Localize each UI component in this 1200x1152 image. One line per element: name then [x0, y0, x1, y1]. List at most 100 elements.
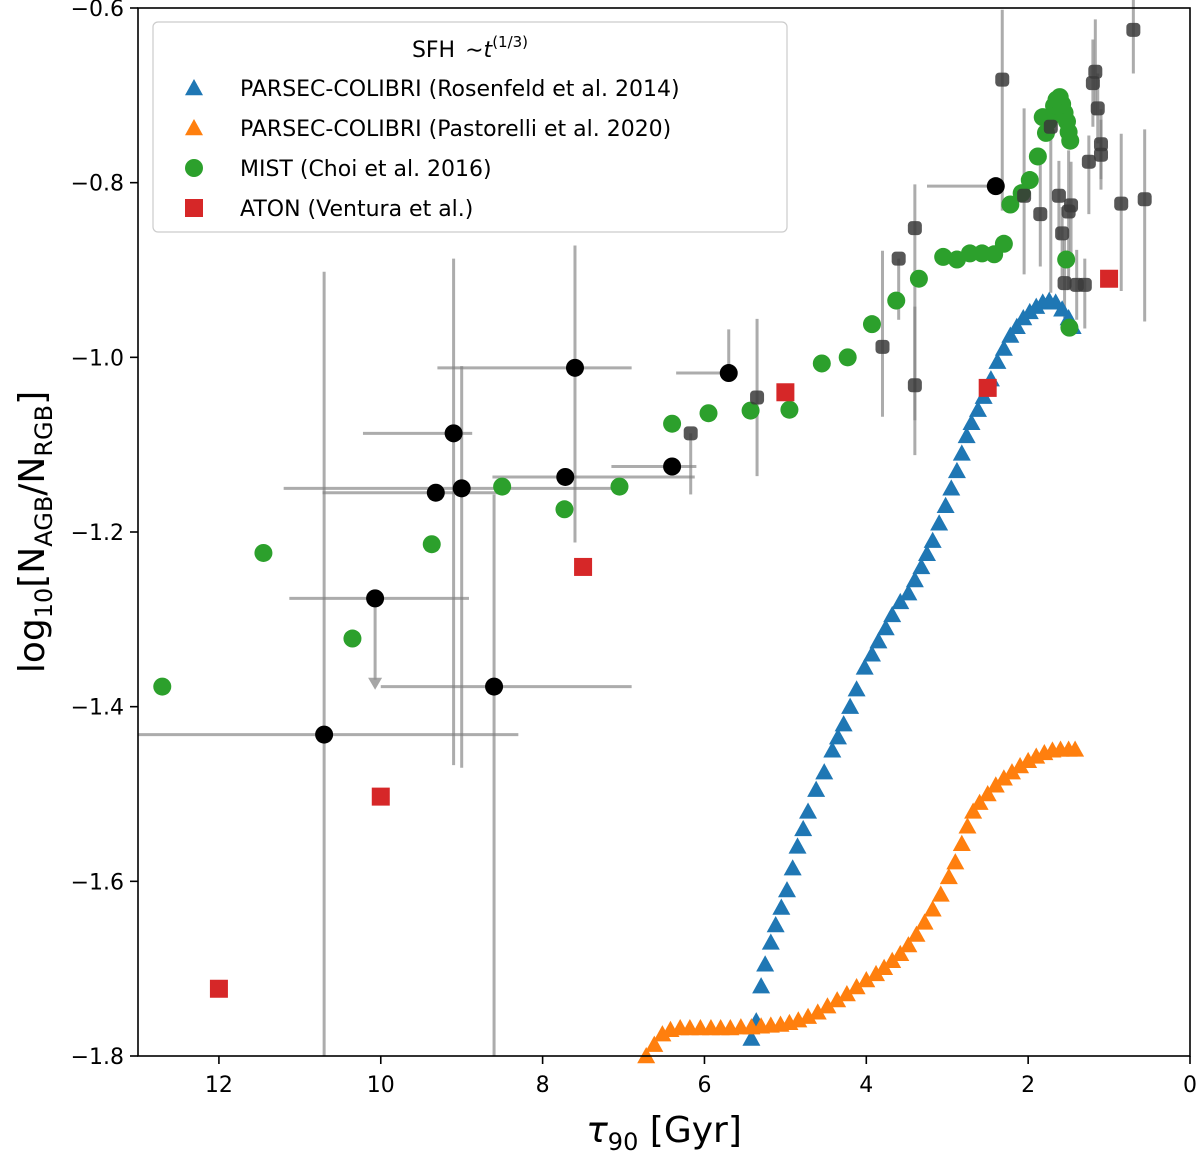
- observation-gray-point: [1085, 76, 1100, 91]
- parsec-point: [930, 514, 949, 531]
- observation-gray-point: [891, 251, 906, 266]
- mist-point: [153, 677, 172, 696]
- aton-point: [574, 557, 593, 576]
- x-axis: 12 10 8 6 4 2 0: [205, 1056, 1197, 1098]
- observation-gray-point: [907, 221, 922, 236]
- parsec-point: [837, 984, 856, 1002]
- parsec-point: [847, 680, 866, 697]
- parsec-point: [958, 817, 977, 834]
- y-axis-label-open: [: [12, 574, 53, 588]
- parsec-point: [942, 479, 961, 496]
- observation-gray-point: [1017, 188, 1032, 203]
- observation-black-point: [719, 364, 738, 383]
- mist-point: [343, 629, 362, 648]
- mist-point: [663, 414, 682, 433]
- mist-point: [610, 477, 629, 496]
- y-tick-label: −1.2: [71, 521, 124, 546]
- y-axis: −1.8 −1.6 −1.4 −1.2 −1.0 −0.8 −0.6: [71, 0, 138, 1070]
- observation-gray-point: [683, 426, 698, 441]
- observation-gray-point: [1137, 192, 1152, 207]
- legend: SFH ∼t(1/3) PARSEC-COLIBRI (Rosenfeld et …: [152, 21, 788, 233]
- observation-gray-point: [1077, 277, 1092, 292]
- parsec-point: [828, 991, 847, 1008]
- observation-gray-point: [1114, 196, 1129, 211]
- mist-point: [741, 401, 760, 420]
- legend-title-main: SFH: [412, 38, 455, 63]
- observation-gray-point: [1057, 276, 1072, 291]
- observation-black-point: [426, 483, 445, 502]
- parsec-point: [915, 913, 934, 930]
- parsec-point: [778, 881, 797, 898]
- parsec-point: [952, 444, 971, 461]
- observation-gray-point: [875, 339, 890, 354]
- legend-entries: PARSEC-COLIBRI (Rosenfeld et al. 2014) PA…: [185, 77, 680, 222]
- mist-point: [862, 315, 881, 334]
- observation-gray-point: [1081, 154, 1096, 169]
- y-tick-label: −1.4: [71, 696, 124, 721]
- mist-point: [1020, 171, 1039, 190]
- observation-gray-point: [1064, 198, 1079, 213]
- parsec-point: [1066, 740, 1085, 757]
- parsec-point: [1007, 317, 1026, 334]
- parsec-point: [794, 819, 813, 837]
- y-axis-label-num-sub: AGB: [30, 496, 58, 547]
- y-tick-label: −1.8: [71, 1045, 124, 1070]
- y-tick-label: −1.6: [71, 870, 124, 895]
- parsec-point: [867, 964, 886, 982]
- parsec-point: [807, 780, 826, 797]
- observation-black-point: [986, 177, 1005, 196]
- x-axis-label-sub: 90: [608, 1128, 639, 1152]
- observation-gray-point: [1088, 64, 1103, 79]
- parsec-point: [783, 859, 802, 876]
- legend-title-tilde: ∼: [465, 38, 483, 63]
- x-tick-label: 12: [205, 1073, 233, 1098]
- y-tick-label: −1.0: [71, 346, 124, 371]
- observation-black-point: [366, 589, 385, 608]
- series-layer: [153, 88, 1119, 1064]
- observation-gray-point: [1055, 226, 1070, 241]
- observation-gray-point: [1126, 22, 1141, 37]
- parsec-point: [742, 1029, 761, 1046]
- parsec-point: [994, 769, 1013, 786]
- x-axis-label-unit: [Gyr]: [638, 1110, 742, 1151]
- parsec-point: [899, 936, 918, 953]
- y-axis-label-sub: 10: [30, 588, 58, 619]
- observation-black-point: [315, 725, 334, 744]
- parsec-point: [968, 400, 987, 417]
- parsec-point: [936, 496, 955, 513]
- mist-point: [699, 404, 718, 423]
- legend-marker-triangle: [185, 79, 203, 96]
- parsec-point: [855, 658, 874, 675]
- mist-point: [812, 354, 831, 373]
- x-tick-label: 6: [697, 1073, 711, 1098]
- parsec-point: [988, 352, 1007, 369]
- parsec-point: [962, 413, 981, 431]
- legend-label: ATON (Ventura et al.): [240, 197, 473, 222]
- parsec-point: [994, 339, 1013, 356]
- parsec-point: [788, 837, 807, 854]
- parsec-point: [876, 619, 895, 636]
- legend-label: PARSEC-COLIBRI (Rosenfeld et al. 2014): [240, 77, 680, 102]
- parsec-point: [947, 461, 966, 479]
- parsec-point: [756, 955, 775, 972]
- parsec-point: [883, 605, 902, 623]
- mist-point: [909, 269, 928, 288]
- series-triangle-ff7f0e: [637, 740, 1085, 1064]
- observation-gray-point: [1033, 207, 1048, 222]
- parsec-point: [1001, 326, 1020, 343]
- mist-point: [1061, 131, 1080, 150]
- mist-point: [555, 500, 574, 519]
- observation-black-point: [444, 424, 463, 443]
- parsec-point: [1002, 763, 1021, 780]
- y-axis-label-slash: /: [12, 483, 53, 496]
- legend-label: MIST (Choi et al. 2016): [240, 157, 492, 182]
- mist-point: [780, 400, 799, 419]
- parsec-point: [761, 933, 780, 950]
- observation-gray-point: [995, 72, 1010, 87]
- aton-point: [1100, 269, 1119, 288]
- mist-point: [1057, 250, 1076, 269]
- y-axis-label-den: N: [12, 457, 53, 484]
- parsec-point: [645, 1035, 664, 1052]
- parsec-point: [857, 971, 876, 988]
- parsec-point: [952, 834, 971, 851]
